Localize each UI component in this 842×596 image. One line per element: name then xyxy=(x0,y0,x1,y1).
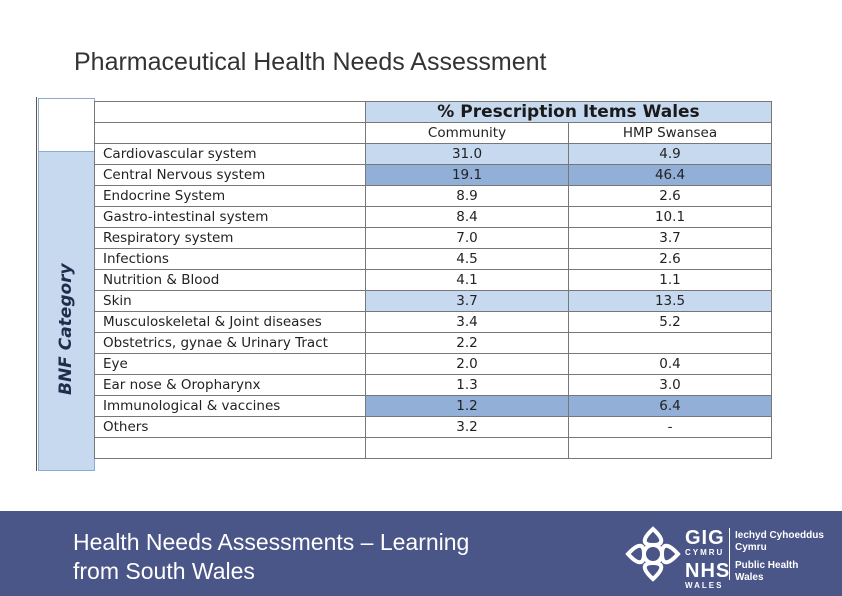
table-row: Eye 2.0 0.4 xyxy=(94,353,772,375)
logo-divider xyxy=(729,528,730,580)
hmp-swansea-value-cell: 2.6 xyxy=(568,248,772,270)
category-cell: Skin xyxy=(94,290,366,312)
gig-cymru-nhs-wales-wordmark: GIG CYMRU NHS WALES xyxy=(685,528,730,594)
column-header-community: Community xyxy=(365,122,569,144)
hmp-swansea-value-cell: 1.1 xyxy=(568,269,772,291)
community-value-cell: 31.0 xyxy=(365,143,569,165)
table-row: Immunological & vaccines 1.2 6.4 xyxy=(94,395,772,417)
category-cell: Eye xyxy=(94,353,366,375)
empty-cell xyxy=(365,437,569,459)
table-row: Musculoskeletal & Joint diseases 3.4 5.2 xyxy=(94,311,772,333)
footer-title: Health Needs Assessments – Learning from… xyxy=(73,528,469,586)
community-value-cell: 7.0 xyxy=(365,227,569,249)
community-value-cell: 1.3 xyxy=(365,374,569,396)
category-cell: Others xyxy=(94,416,366,438)
category-cell: Gastro-intestinal system xyxy=(94,206,366,228)
category-cell: Infections xyxy=(94,248,366,270)
column-header-hmp-swansea: HMP Swansea xyxy=(568,122,772,144)
logo-welsh-line-2: Cymru xyxy=(735,542,767,553)
public-health-wales-wordmark: Iechyd Cyhoeddus Cymru Public Health Wal… xyxy=(735,530,824,584)
category-cell: Nutrition & Blood xyxy=(94,269,366,291)
category-cell: Endocrine System xyxy=(94,185,366,207)
category-cell: Respiratory system xyxy=(94,227,366,249)
footer-title-line-2: from South Wales xyxy=(73,558,255,584)
table-row: Ear nose & Oropharynx 1.3 3.0 xyxy=(94,374,772,396)
community-value-cell: 4.1 xyxy=(365,269,569,291)
table-row: Others 3.2- xyxy=(94,416,772,438)
header-blank-cell xyxy=(94,101,366,123)
category-cell: Central Nervous system xyxy=(94,164,366,186)
hmp-swansea-value-cell: 46.4 xyxy=(568,164,772,186)
logo-english-line-2: Wales xyxy=(735,572,764,583)
category-cell: Cardiovascular system xyxy=(94,143,366,165)
table-empty-row xyxy=(94,437,772,459)
community-value-cell: 19.1 xyxy=(365,164,569,186)
hmp-swansea-value-cell: 10.1 xyxy=(568,206,772,228)
hmp-swansea-value-cell: 0.4 xyxy=(568,353,772,375)
bnf-column-body: BNF Category xyxy=(39,152,94,470)
empty-cell xyxy=(94,437,366,459)
footer-title-line-1: Health Needs Assessments – Learning xyxy=(73,529,470,555)
hmp-swansea-value-cell: 5.2 xyxy=(568,311,772,333)
hmp-swansea-value-cell: 3.0 xyxy=(568,374,772,396)
logo-nhs-text: NHS xyxy=(685,560,731,582)
hmp-swansea-value-cell: 3.7 xyxy=(568,227,772,249)
table-row: Endocrine System 8.9 2.6 xyxy=(94,185,772,207)
table-row: Skin 3.7 13.5 xyxy=(94,290,772,312)
community-value-cell: 2.0 xyxy=(365,353,569,375)
category-cell: Ear nose & Oropharynx xyxy=(94,374,366,396)
hmp-swansea-value-cell: 2.6 xyxy=(568,185,772,207)
footer-banner: Health Needs Assessments – Learning from… xyxy=(0,511,842,596)
hmp-swansea-value-cell: - xyxy=(568,416,772,438)
sub-header-blank-cell xyxy=(94,122,366,144)
logo-gig-text: GIG xyxy=(685,527,725,549)
bnf-column-header-blank xyxy=(39,99,94,152)
community-value-cell: 4.5 xyxy=(365,248,569,270)
logo-english-line-1: Public Health xyxy=(735,560,799,571)
public-health-wales-knot-icon xyxy=(625,526,681,582)
community-value-cell: 2.2 xyxy=(365,332,569,354)
table-row: Gastro-intestinal system 8.4 10.1 xyxy=(94,206,772,228)
bnf-category-label: BNF Category xyxy=(56,263,76,395)
category-cell: Immunological & vaccines xyxy=(94,395,366,417)
category-cell: Obstetrics, gynae & Urinary Tract xyxy=(94,332,366,354)
prescription-table-frame: BNF Category % Prescription Items Wales … xyxy=(36,97,807,471)
table-main-header-row: % Prescription Items Wales xyxy=(94,101,772,123)
logo-welsh-line-1: Iechyd Cyhoeddus xyxy=(735,530,824,541)
prescription-items-table: % Prescription Items Wales Community HMP… xyxy=(94,101,772,459)
main-header-cell: % Prescription Items Wales xyxy=(365,101,772,123)
table-row: Central Nervous system 19.1 46.4 xyxy=(94,164,772,186)
community-value-cell: 3.2 xyxy=(365,416,569,438)
bnf-category-column: BNF Category xyxy=(38,98,95,471)
hmp-swansea-value-cell: 13.5 xyxy=(568,290,772,312)
table-row: Cardiovascular system 31.0 4.9 xyxy=(94,143,772,165)
table-row: Infections 4.5 2.6 xyxy=(94,248,772,270)
slide-title: Pharmaceutical Health Needs Assessment xyxy=(74,48,547,76)
table-row: Respiratory system 7.0 3.7 xyxy=(94,227,772,249)
table-row: Nutrition & Blood 4.1 1.1 xyxy=(94,269,772,291)
empty-cell xyxy=(568,437,772,459)
community-value-cell: 1.2 xyxy=(365,395,569,417)
table-sub-header-row: Community HMP Swansea xyxy=(94,122,772,144)
community-value-cell: 8.9 xyxy=(365,185,569,207)
hmp-swansea-value-cell: 4.9 xyxy=(568,143,772,165)
category-cell: Musculoskeletal & Joint diseases xyxy=(94,311,366,333)
community-value-cell: 3.7 xyxy=(365,290,569,312)
hmp-swansea-value-cell: 6.4 xyxy=(568,395,772,417)
community-value-cell: 3.4 xyxy=(365,311,569,333)
logo-cymru-text: CYMRU xyxy=(685,548,725,557)
hmp-swansea-value-cell xyxy=(568,332,772,354)
logo-wales-text: WALES xyxy=(685,581,724,590)
community-value-cell: 8.4 xyxy=(365,206,569,228)
table-row: Obstetrics, gynae & Urinary Tract 2.2 xyxy=(94,332,772,354)
